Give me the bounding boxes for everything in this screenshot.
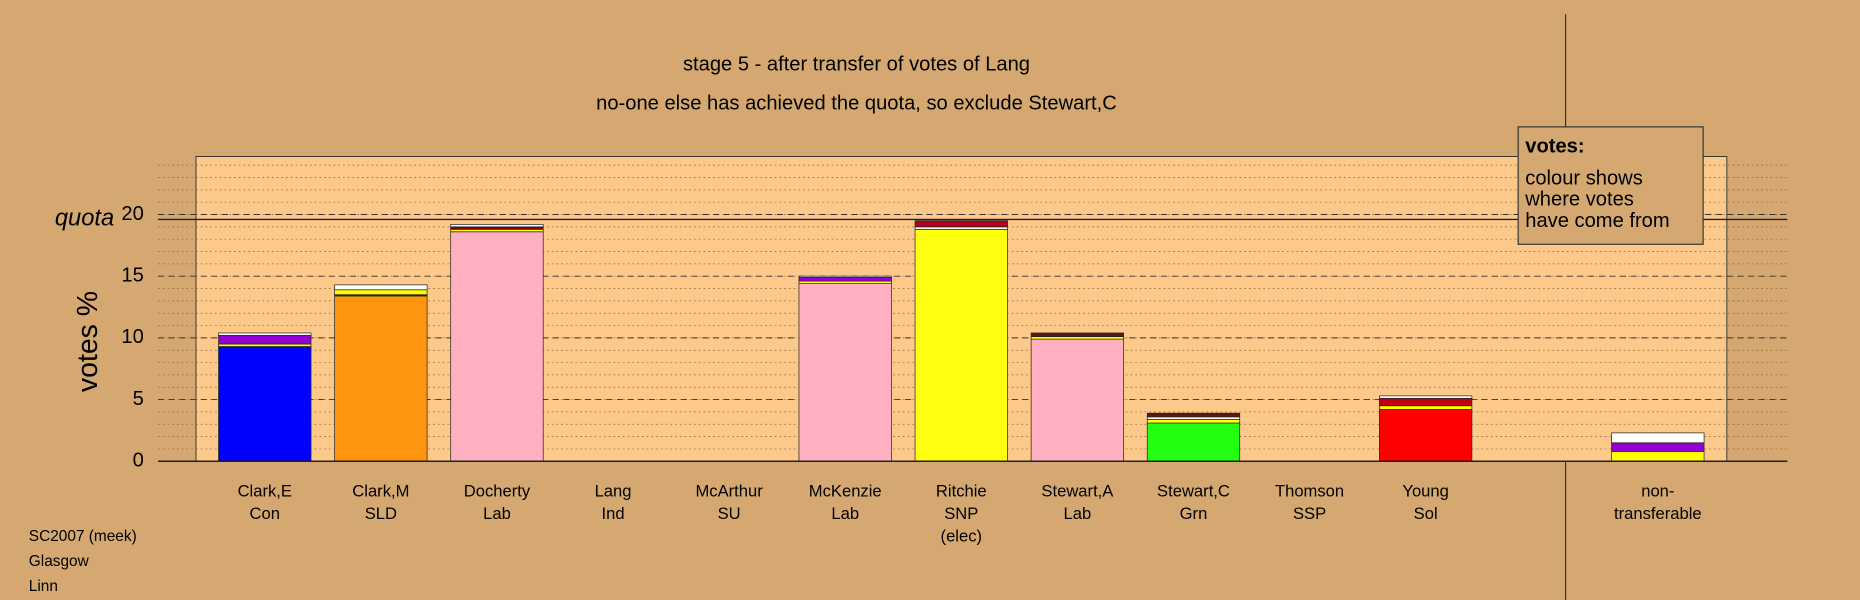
legend: votes: colour shows where votes have com…	[1517, 126, 1704, 245]
bar-segment	[1030, 336, 1124, 340]
bar-segment	[1146, 422, 1241, 462]
x-tick-label: transferable	[1614, 504, 1702, 523]
bar-segment	[218, 332, 312, 336]
x-tick-label: Lab	[1064, 504, 1092, 523]
bar-segment	[1611, 451, 1705, 462]
bar-segment	[450, 231, 544, 462]
legend-text: colour shows	[1525, 167, 1643, 189]
x-tick-label: (elec)	[941, 527, 983, 546]
bar-segment	[1379, 397, 1473, 407]
x-tick-label: non-	[1641, 481, 1674, 500]
x-tick-label: Ritchie	[936, 481, 987, 500]
x-tick-label: Stewart,C	[1157, 481, 1230, 500]
bar-segment	[334, 284, 428, 291]
chart-title: stage 5 - after transfer of votes of Lan…	[683, 54, 1030, 76]
bar-segment	[798, 280, 892, 284]
y-tick-label: 10	[121, 326, 143, 348]
bar-segment	[1146, 418, 1241, 424]
x-tick-label: Clark,M	[352, 481, 409, 500]
y-tick-label: 15	[121, 265, 143, 287]
legend-title: votes:	[1525, 135, 1584, 157]
x-tick-label: McArthur	[695, 481, 763, 500]
bar-segment	[218, 343, 312, 347]
y-tick-label: 5	[133, 388, 144, 410]
x-tick-label: Sol	[1414, 504, 1438, 523]
bar-segment	[218, 335, 312, 345]
bar-segment	[798, 277, 892, 282]
legend-text: where votes	[1524, 189, 1634, 211]
x-tick-label: SSP	[1293, 504, 1326, 523]
legend-text: have come from	[1525, 210, 1669, 232]
bar-segment	[1611, 432, 1705, 444]
bar-segment	[450, 226, 544, 230]
bar-segment	[450, 228, 544, 233]
x-tick-label: Lang	[595, 481, 632, 500]
x-tick-label: SNP	[944, 504, 978, 523]
x-tick-label: Lab	[831, 504, 859, 523]
y-axis-label: votes %	[72, 291, 104, 392]
bar-segment	[1146, 416, 1241, 420]
bar-segment	[914, 226, 1008, 230]
bar-segment	[218, 346, 312, 462]
plot-area: 0 5 10 15 20 quota Clark,E Con Clark,M SLD Dochert…	[55, 156, 1788, 546]
bar-segment	[334, 295, 428, 462]
x-tick-label: Docherty	[464, 481, 531, 500]
bar-segment	[1146, 412, 1241, 418]
quota-label: quota	[55, 206, 114, 232]
bar-segment	[1030, 338, 1124, 462]
footer-text: Glasgow	[29, 553, 90, 570]
chart-subtitle: no-one else has achieved the quota, so e…	[596, 93, 1117, 115]
x-tick-label: Stewart,A	[1041, 481, 1114, 500]
bar-segment	[1379, 409, 1473, 462]
bar-segment	[1030, 332, 1124, 338]
x-tick-label: McKenzie	[809, 481, 882, 500]
footer-text: SC2007 (meek)	[29, 528, 137, 545]
x-tick-label: Clark,E	[238, 481, 292, 500]
x-tick-label: Thomson	[1275, 481, 1344, 500]
bar-segment	[1379, 405, 1473, 410]
x-tick-label: SU	[718, 504, 741, 523]
bar-segment	[450, 224, 544, 228]
x-tick-label: Con	[250, 504, 280, 523]
x-tick-label: Grn	[1180, 504, 1208, 523]
x-tick-label: Ind	[602, 504, 625, 523]
bar-segment	[1379, 395, 1473, 399]
x-tick-label: Young	[1402, 481, 1448, 500]
y-tick-label: 0	[133, 450, 144, 472]
legend-box	[1517, 126, 1704, 245]
x-tick-label: SLD	[365, 504, 397, 523]
x-tick-label: Lab	[483, 504, 511, 523]
bar-segment	[334, 289, 428, 296]
bar-segment	[1611, 442, 1705, 452]
bar-segment	[798, 283, 892, 462]
footer-text: Linn	[29, 578, 58, 595]
y-tick-label: 20	[121, 203, 143, 225]
bar-segment	[914, 228, 1008, 462]
bar-segment	[798, 275, 892, 278]
bar-segment	[914, 220, 1008, 228]
